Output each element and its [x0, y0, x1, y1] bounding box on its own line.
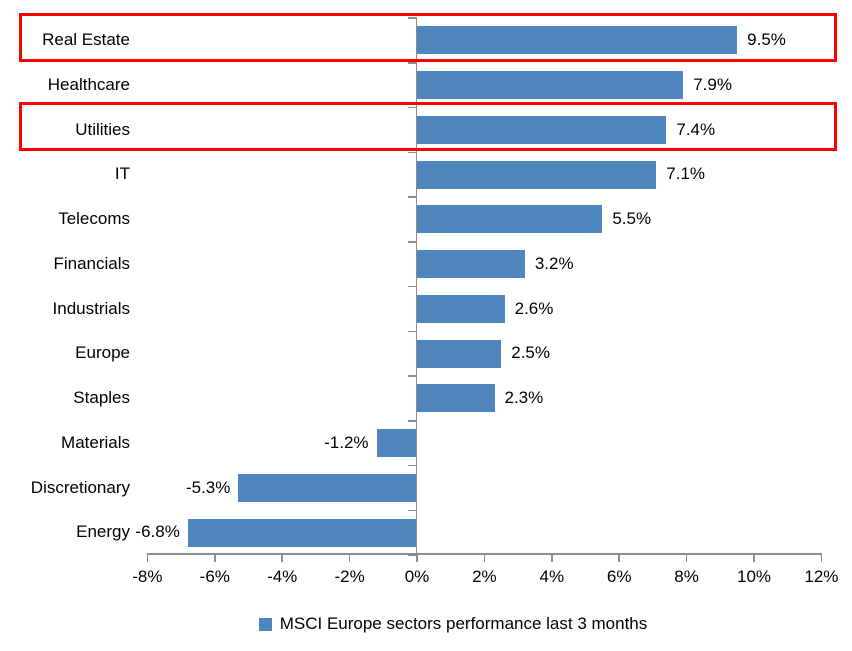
y-axis-tick: [408, 420, 417, 422]
value-label-it: 7.1%: [666, 164, 706, 184]
value-label-financials: 3.2%: [534, 253, 574, 273]
value-label-discretionary: -5.3%: [185, 477, 231, 497]
x-tick-label--6-: -6%: [199, 567, 230, 586]
legend-label: MSCI Europe sectors performance last 3 m…: [279, 614, 648, 633]
x-axis-tick: [416, 553, 418, 562]
bar-real-estate: [417, 26, 738, 55]
bar-financials: [417, 250, 525, 279]
category-label-it: IT: [114, 164, 130, 184]
x-tick-label-6-: 6%: [606, 567, 632, 586]
value-label-materials: -1.2%: [324, 432, 369, 452]
x-tick-label--2-: -2%: [334, 567, 365, 586]
category-label-utilities: Utilities: [75, 119, 130, 139]
y-axis-tick: [408, 151, 417, 153]
y-axis-tick: [408, 330, 417, 332]
category-label-healthcare: Healthcare: [47, 74, 130, 94]
bar-industrials: [417, 294, 505, 323]
category-label-materials: Materials: [61, 432, 130, 452]
y-axis-tick: [408, 62, 417, 64]
category-label-telecoms: Telecoms: [58, 209, 130, 228]
x-axis-tick: [685, 553, 688, 562]
x-axis-tick: [483, 553, 486, 562]
bar-staples: [417, 384, 495, 413]
legend: MSCI Europe sectors performance last 3 m…: [0, 608, 852, 640]
bar-energy: [187, 518, 417, 547]
y-axis-tick: [408, 464, 417, 467]
y-axis-line: [415, 18, 417, 562]
value-label-industrials: 2.6%: [514, 298, 554, 318]
legend-swatch-icon: [258, 617, 272, 631]
y-axis-tick: [408, 17, 417, 19]
category-label-staples: Staples: [73, 388, 130, 407]
bar-discretionary: [238, 473, 417, 502]
category-label-discretionary: Discretionary: [30, 477, 130, 497]
category-label-industrials: Industrials: [52, 298, 130, 318]
x-axis-tick: [348, 553, 351, 562]
x-tick-label--4-: -4%: [267, 567, 298, 586]
bar-telecoms: [417, 205, 603, 234]
bar-europe: [417, 339, 502, 368]
x-tick-label-8-: 8%: [674, 567, 699, 586]
x-tick-label--8-: -8%: [132, 567, 163, 586]
x-tick-label-12-: 12%: [804, 567, 839, 586]
value-label-staples: 2.3%: [504, 388, 544, 407]
y-axis-tick: [408, 509, 417, 511]
bar-utilities: [417, 115, 667, 144]
category-label-europe: Europe: [75, 343, 130, 363]
y-axis-tick: [408, 106, 417, 109]
x-axis-tick: [618, 553, 620, 562]
x-axis-tick: [820, 553, 823, 562]
bar-materials: [376, 429, 417, 458]
y-axis-tick: [408, 375, 417, 377]
value-label-real-estate: 9.5%: [747, 30, 786, 49]
x-axis-tick: [551, 553, 553, 562]
value-label-energy: -6.8%: [135, 522, 180, 542]
value-label-europe: 2.5%: [511, 343, 550, 363]
value-label-healthcare: 7.9%: [693, 74, 732, 94]
y-axis-tick: [408, 554, 417, 556]
x-tick-label-10-: 10%: [736, 567, 772, 586]
x-axis-tick: [214, 553, 216, 562]
category-label-financials: Financials: [53, 253, 130, 273]
y-axis-tick: [408, 196, 417, 198]
category-label-real-estate: Real Estate: [42, 30, 130, 49]
y-axis-tick: [408, 285, 417, 288]
highlight-box-utilities: [19, 102, 837, 151]
bar-it: [417, 160, 657, 189]
bar-healthcare: [417, 71, 684, 100]
value-label-utilities: 7.4%: [676, 119, 716, 139]
x-axis-tick: [146, 553, 149, 562]
x-axis-tick: [753, 553, 755, 562]
x-tick-label-0-: 0%: [404, 567, 430, 586]
y-axis-tick: [408, 241, 417, 243]
highlight-box-real-estate: [19, 12, 837, 62]
value-label-telecoms: 5.5%: [612, 209, 652, 228]
x-tick-label-4-: 4%: [539, 567, 565, 586]
x-tick-label-2-: 2%: [472, 567, 497, 586]
category-label-energy: Energy: [76, 522, 130, 542]
x-axis-tick: [281, 553, 283, 562]
legend-entry: MSCI Europe sectors performance last 3 m…: [258, 614, 648, 634]
